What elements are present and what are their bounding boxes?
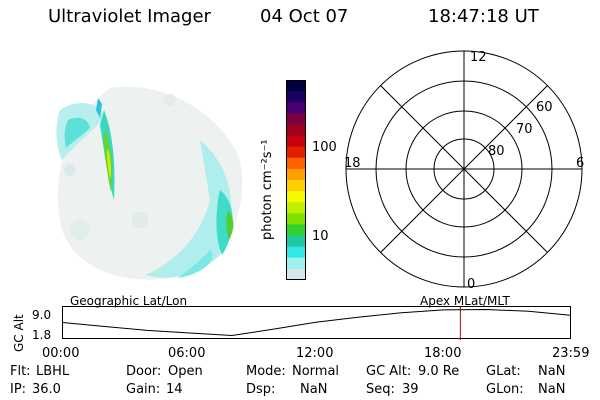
timeline-left-title: Geographic Lat/Lon — [70, 294, 188, 308]
status-gain-key: Gain: — [126, 382, 161, 397]
instrument-title: Ultraviolet Imager — [48, 6, 211, 27]
status-door-value: Open — [168, 364, 203, 379]
status-flt-value: LBHL — [36, 364, 70, 379]
colorbar — [286, 80, 306, 280]
colorbar-band — [286, 157, 306, 170]
status-glon-key: GLon: — [486, 382, 524, 397]
status-ip-key: IP: — [10, 382, 27, 397]
colorbar-band — [286, 246, 306, 259]
status-seq-value: 39 — [402, 382, 419, 397]
colorbar-band — [286, 124, 306, 137]
altitude-timeline-plot — [62, 306, 571, 340]
status-glat-key: GLat: — [486, 364, 521, 379]
status-seq-key: Seq: — [366, 382, 395, 397]
colorbar-band — [286, 135, 306, 148]
colorbar-band — [286, 102, 306, 114]
status-dsp-key: Dsp: — [246, 382, 276, 397]
time-label: 18:47:18 UT — [428, 6, 539, 27]
lat-label-70: 70 — [516, 122, 533, 137]
polar-mlt-grid: 12 18 6 0 60 70 80 — [344, 50, 584, 292]
colorbar-band — [286, 80, 306, 92]
timeline-y-tick-low: 1.8 — [32, 328, 52, 342]
colorbar-frame — [286, 80, 306, 280]
colorbar-band — [286, 213, 306, 225]
status-dsp-value: NaN — [300, 382, 328, 397]
status-door-key: Door: — [126, 364, 162, 379]
mlt-label-18: 18 — [344, 156, 361, 171]
timeline-x-tick-2: 12:00 — [296, 346, 334, 361]
colorbar-band — [286, 191, 306, 203]
colorbar-band — [286, 235, 306, 248]
status-mode-value: Normal — [292, 364, 340, 379]
lat-label-80: 80 — [488, 144, 505, 159]
timeline-x-tick-1: 06:00 — [168, 346, 206, 361]
colorbar-band — [286, 168, 306, 181]
status-flt-key: Flt: — [10, 364, 31, 379]
lat-label-60: 60 — [536, 100, 553, 115]
colorbar-band — [286, 257, 306, 270]
timeline-x-tick-4: 23:59 — [552, 346, 590, 361]
mlt-label-12: 12 — [470, 50, 487, 65]
status-gcalt-value: 9.0 Re — [418, 364, 460, 379]
status-mode-key: Mode: — [246, 364, 286, 379]
timeline-x-tick-3: 18:00 — [424, 346, 462, 361]
status-glat-value: NaN — [538, 364, 566, 379]
altitude-curve — [62, 308, 571, 337]
colorbar-band — [286, 146, 306, 159]
colorbar-band — [286, 113, 306, 125]
status-gain-value: 14 — [166, 382, 183, 397]
mlt-label-6: 6 — [576, 156, 584, 171]
date-label: 04 Oct 07 — [260, 6, 349, 27]
colorbar-unit-label: photon cm⁻²s⁻¹ — [260, 139, 275, 240]
status-glon-value: NaN — [538, 382, 566, 397]
mlt-label-0: 0 — [467, 277, 475, 292]
colorbar-band — [286, 224, 306, 237]
timeline-x-tick-0: 00:00 — [42, 346, 80, 361]
colorbar-band — [286, 202, 306, 214]
status-gcalt-key: GC Alt: — [366, 364, 412, 379]
colorbar-band — [286, 268, 306, 280]
timeline-y-tick-high: 9.0 — [32, 308, 52, 322]
timeline-right-title: Apex MLat/MLT — [420, 294, 510, 308]
colorbar-band — [286, 180, 306, 192]
timeline-y-title: GC Alt — [12, 314, 26, 352]
status-ip-value: 36.0 — [32, 382, 61, 397]
auroral-image — [56, 86, 243, 280]
colorbar-band — [286, 91, 306, 103]
colorbar-tick-10: 10 — [312, 229, 329, 244]
colorbar-tick-100: 100 — [312, 140, 337, 155]
